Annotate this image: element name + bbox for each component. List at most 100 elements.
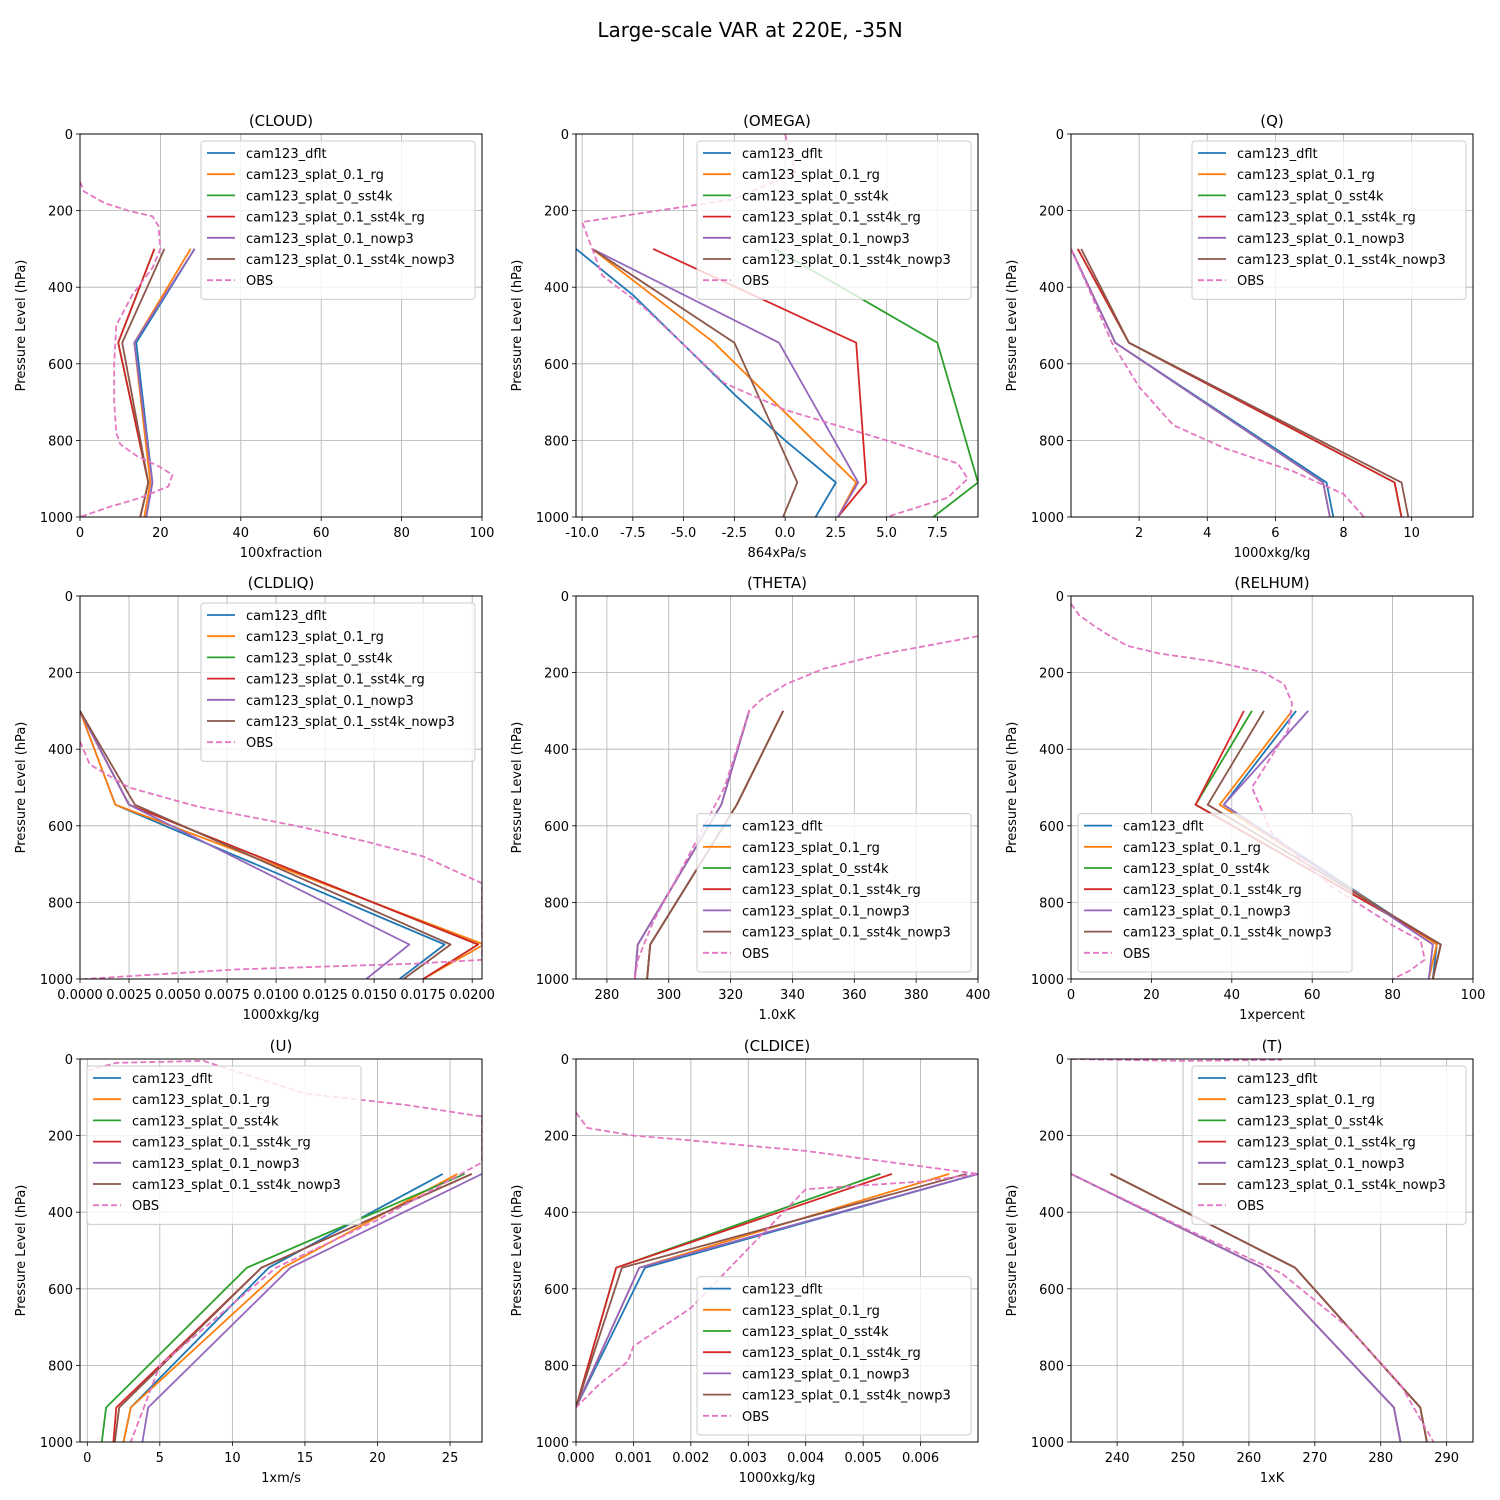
- legend-label: cam123_dflt: [742, 147, 823, 162]
- x-tick-label: 240: [1105, 1451, 1130, 1466]
- y-tick-label: 200: [1039, 205, 1064, 220]
- y-tick-label: 1000: [1031, 511, 1064, 526]
- y-tick-label: 800: [1039, 1359, 1064, 1374]
- legend: cam123_dflt cam123_splat_0.1_rg cam123_spl…: [1191, 1065, 1467, 1225]
- y-tick-label: 400: [544, 281, 569, 296]
- chart-panel: 0.000 0.001 0.002 0.003 0.004 0.005 0.006 0 200 4…: [510, 1037, 979, 1486]
- legend-label: OBS: [742, 947, 769, 962]
- legend-label: cam123_splat_0.1_sst4k_rg: [742, 883, 921, 898]
- plot-frame: [1070, 595, 1474, 980]
- series-line-cam123-splat-0-1-sst4k-rg: [576, 1173, 893, 1408]
- legend-box: [696, 1276, 972, 1436]
- y-tick-label: 800: [48, 1359, 73, 1374]
- x-tick-label: 4: [1203, 526, 1211, 541]
- y-tick-label: 400: [1039, 743, 1064, 758]
- y-tick-label: 0: [561, 590, 569, 605]
- series-line-cam123-splat-0-1-sst4k-nowp3: [591, 248, 799, 517]
- series-line-cam123-splat-0-1-nowp3: [633, 710, 751, 979]
- y-tick-label: 600: [48, 1283, 73, 1298]
- x-tick-label: 290: [1434, 1451, 1459, 1466]
- series-line-obs: [1071, 248, 1365, 517]
- y-tick-label: 800: [544, 896, 569, 911]
- legend: cam123_dflt cam123_splat_0.1_rg cam123_spl…: [696, 1276, 972, 1436]
- x-axis-label: 1xm/s: [261, 1471, 301, 1486]
- x-tick-label: 25: [442, 1451, 459, 1466]
- legend-label: cam123_splat_0.1_nowp3: [742, 904, 910, 919]
- series-line-cam123-splat-0-1-nowp3: [591, 248, 860, 517]
- y-tick-label: 600: [544, 358, 569, 373]
- x-tick-label: 100: [1461, 988, 1486, 1003]
- legend-label: OBS: [1237, 1199, 1264, 1214]
- series-line-cam123-splat-0-1-sst4k-nowp3: [576, 1173, 967, 1408]
- y-tick-label: 1000: [1031, 973, 1064, 988]
- legend-label: OBS: [1123, 947, 1150, 962]
- x-tick-label: 2.5: [826, 526, 847, 541]
- y-axis-label: Pressure Level (hPa): [1005, 722, 1020, 854]
- legend-label: cam123_splat_0.1_sst4k_nowp3: [1237, 253, 1446, 268]
- legend-label: cam123_splat_0.1_sst4k_nowp3: [742, 253, 951, 268]
- legend-label: cam123_splat_0_sst4k: [1237, 189, 1384, 204]
- legend-label: cam123_splat_0_sst4k: [742, 189, 889, 204]
- y-tick-label: 400: [48, 743, 73, 758]
- x-tick-label: 260: [1237, 1451, 1262, 1466]
- y-axis-label: Pressure Level (hPa): [510, 722, 525, 854]
- x-tick-label: 8: [1339, 526, 1347, 541]
- y-tick-label: 200: [48, 1130, 73, 1145]
- y-tick-label: 200: [544, 1130, 569, 1145]
- legend-label: cam123_splat_0.1_rg: [1123, 841, 1261, 856]
- x-tick-label: 100: [470, 526, 495, 541]
- legend-label: cam123_splat_0.1_nowp3: [246, 694, 414, 709]
- series-line-obs: [1071, 1173, 1435, 1442]
- x-tick-label: 0.0075: [204, 988, 250, 1003]
- y-axis-label: Pressure Level (hPa): [14, 260, 29, 392]
- x-tick-label: -5.0: [671, 526, 696, 541]
- chart-panel: 0 5 10 15 20 25 0 200 400 600 800 1000 (U) 1xm/s Press…: [14, 1037, 483, 1486]
- x-tick-label: 15: [297, 1451, 314, 1466]
- y-tick-label: 0: [65, 590, 73, 605]
- legend-label: cam123_splat_0_sst4k: [1237, 1114, 1384, 1129]
- legend-label: cam123_splat_0.1_nowp3: [1123, 904, 1291, 919]
- x-axis-label: 1xK: [1260, 1471, 1285, 1486]
- x-tick-label: 0.0000: [57, 988, 103, 1003]
- legend-label: cam123_splat_0.1_rg: [742, 841, 880, 856]
- plot-frame: [575, 133, 979, 518]
- chart-panel: 0 20 40 60 80 10002004006008001000(CLOUD)100x…: [14, 112, 494, 561]
- x-tick-label: 2: [1135, 526, 1143, 541]
- legend-label: cam123_dflt: [742, 820, 823, 835]
- legend-box: [86, 1065, 362, 1225]
- panel-title: (RELHUM): [1234, 574, 1309, 592]
- x-axis-label: 1xpercent: [1239, 1008, 1305, 1023]
- x-tick-label: 0.0150: [351, 988, 397, 1003]
- plot-frame: [575, 595, 979, 980]
- y-tick-label: 800: [1039, 434, 1064, 449]
- y-tick-label: 0: [65, 1053, 73, 1068]
- legend: cam123_dflt cam123_splat_0.1_rg cam123_spl…: [696, 813, 972, 973]
- x-tick-label: 0.0100: [253, 988, 299, 1003]
- x-tick-label: 270: [1302, 1451, 1327, 1466]
- legend-label: cam123_splat_0.1_sst4k_rg: [246, 673, 425, 688]
- legend-label: cam123_splat_0_sst4k: [742, 862, 889, 877]
- x-axis-label: 100xfraction: [240, 546, 322, 561]
- legend-label: cam123_splat_0.1_rg: [246, 630, 384, 645]
- x-tick-label: 0.000: [557, 1451, 594, 1466]
- y-tick-label: 1000: [40, 511, 73, 526]
- legend: cam123_dflt cam123_splat_0.1_rg cam123_spl…: [200, 140, 476, 300]
- x-tick-label: -10.0: [565, 526, 599, 541]
- y-tick-label: 200: [544, 205, 569, 220]
- plot-frame: [1070, 1058, 1474, 1443]
- x-tick-label: 0.0: [775, 526, 796, 541]
- y-tick-label: 600: [48, 358, 73, 373]
- legend-label: cam123_splat_0_sst4k: [1123, 862, 1270, 877]
- x-axis-label: 1.0xK: [759, 1008, 796, 1023]
- y-tick-label: 600: [1039, 820, 1064, 835]
- y-tick-label: 600: [1039, 358, 1064, 373]
- panel-title: (CLOUD): [249, 112, 313, 130]
- x-tick-label: 20: [152, 526, 169, 541]
- y-tick-label: 800: [48, 434, 73, 449]
- y-tick-label: 400: [48, 1206, 73, 1221]
- legend-label: cam123_splat_0.1_rg: [132, 1093, 270, 1108]
- legend: cam123_dflt cam123_splat_0.1_rg cam123_spl…: [696, 140, 972, 300]
- series-line-cam123-splat-0-1-nowp3: [133, 248, 196, 517]
- y-axis-label: Pressure Level (hPa): [14, 1185, 29, 1317]
- y-tick-label: 200: [1039, 1130, 1064, 1145]
